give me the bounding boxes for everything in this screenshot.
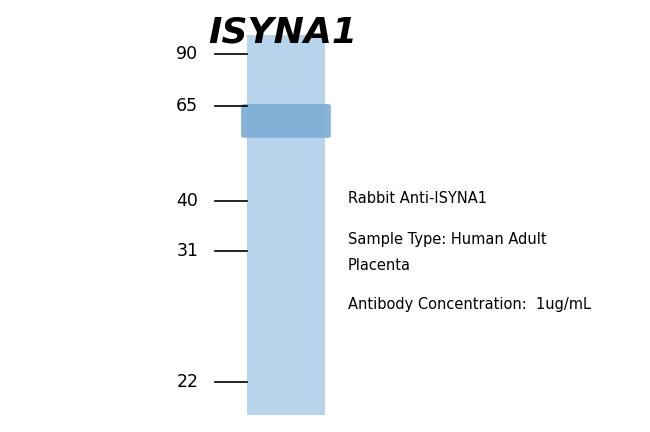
Text: 65: 65 [176, 97, 198, 115]
Text: Antibody Concentration:  1ug/mL: Antibody Concentration: 1ug/mL [348, 297, 591, 312]
Text: 40: 40 [176, 192, 198, 210]
Text: Rabbit Anti-ISYNA1: Rabbit Anti-ISYNA1 [348, 191, 487, 206]
Text: Placenta: Placenta [348, 258, 411, 273]
Text: 31: 31 [176, 241, 198, 260]
FancyBboxPatch shape [241, 104, 331, 138]
Text: ISYNA1: ISYNA1 [208, 15, 358, 49]
Text: Sample Type: Human Adult: Sample Type: Human Adult [348, 232, 547, 247]
Text: 90: 90 [176, 45, 198, 63]
Text: 22: 22 [176, 373, 198, 391]
Bar [247, 35, 325, 415]
